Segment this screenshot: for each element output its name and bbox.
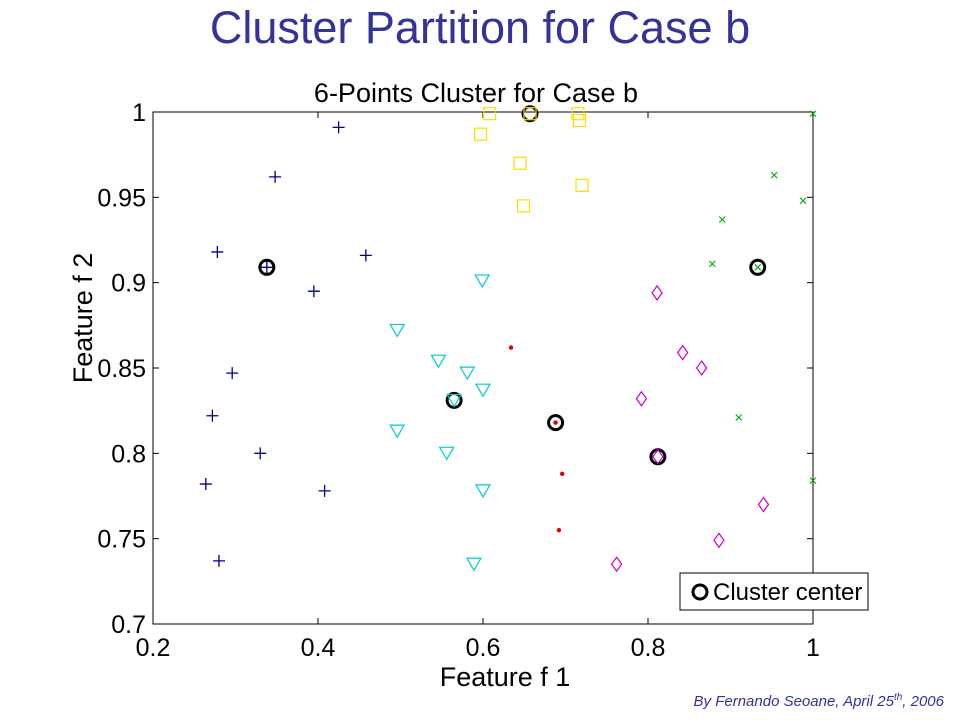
x-tick-label: 0.6	[466, 634, 501, 662]
cluster-center	[547, 414, 565, 432]
x-tick-label: 0.8	[631, 634, 666, 662]
legend-label: Cluster center	[713, 579, 862, 606]
cluster-center-ring	[258, 258, 276, 276]
byline: By Fernando Seoane, April 25th, 2006	[694, 692, 944, 710]
triangle-point	[389, 424, 406, 439]
triangle-point	[474, 274, 491, 289]
plus-point	[211, 245, 224, 258]
triangle-point	[438, 446, 455, 461]
cluster-center	[749, 258, 767, 276]
cluster-center-marker	[260, 261, 273, 274]
x-tick-label: 1	[806, 634, 820, 662]
triangle-point	[430, 354, 447, 369]
x-point	[718, 216, 726, 223]
diamond-point	[757, 496, 770, 513]
legend-box	[679, 572, 869, 611]
plus-point	[254, 447, 267, 460]
x-axis-label: Feature f 1	[440, 662, 571, 692]
triangle-point	[474, 484, 492, 499]
plus-point	[206, 409, 219, 422]
dot-point	[556, 527, 562, 533]
data-points	[199, 107, 817, 573]
triangle-point	[465, 557, 482, 572]
byline-sup: th	[893, 692, 903, 703]
y-tick-label: 0.8	[111, 440, 146, 468]
cluster-center-marker	[553, 420, 558, 425]
plus-point	[226, 367, 239, 380]
x-point	[735, 414, 743, 421]
cluster-center	[445, 391, 463, 409]
x-point	[770, 171, 778, 179]
plus-point	[307, 285, 320, 298]
square-point	[483, 107, 497, 121]
x-point	[799, 197, 807, 205]
cluster-center-marker	[446, 393, 463, 408]
square-point	[513, 156, 527, 170]
x-tick-label: 0.2	[136, 634, 171, 662]
cluster-center-marker	[523, 107, 537, 121]
legend: Cluster center	[679, 572, 869, 611]
cluster-center	[649, 448, 667, 466]
cluster-center-ring	[521, 105, 539, 123]
cluster-center	[258, 258, 276, 276]
cluster-center-marker	[754, 263, 762, 271]
square-point	[572, 113, 587, 128]
diamond-point	[635, 390, 648, 407]
triangle-point	[459, 366, 476, 381]
y-tick-label: 0.9	[111, 270, 146, 298]
x-point	[809, 110, 817, 118]
y-tick-label: 1	[132, 99, 146, 127]
plus-point	[199, 478, 212, 491]
byline-prefix: By Fernando Seoane, April 25	[693, 693, 894, 710]
cluster-center-ring	[749, 258, 767, 276]
diamond-point	[651, 284, 663, 301]
y-tick-label: 0.75	[97, 526, 146, 554]
plus-point	[332, 121, 345, 134]
square-point	[575, 178, 589, 192]
dot-point	[508, 345, 514, 350]
x-tick-label: 0.4	[301, 634, 336, 662]
dot-point	[560, 471, 565, 477]
plus-point	[269, 170, 282, 183]
x-point	[708, 260, 716, 268]
y-tick-label: 0.95	[97, 184, 146, 212]
axis-ticks: 0.2 0.4 0.6 0.8 1 0.7 0.75 0.8 0.85 0.9 0.95 1	[97, 99, 820, 662]
byline-suffix: , 2006	[902, 693, 944, 710]
plot-frame	[152, 111, 814, 625]
cluster-center-ring	[547, 414, 565, 432]
square-point	[571, 107, 585, 121]
legend-center-marker	[691, 583, 709, 601]
square-point	[516, 199, 531, 213]
cluster-center	[521, 105, 539, 123]
plus-point	[359, 249, 372, 262]
triangle-point	[474, 383, 492, 398]
diamond-point	[713, 532, 725, 549]
slide-title: Cluster Partition for Case b	[209, 2, 751, 53]
diamond-point	[676, 344, 689, 361]
diamond-point	[610, 556, 623, 573]
y-axis-label: Feature f 2	[68, 253, 98, 384]
y-tick-label: 0.85	[97, 355, 146, 383]
chart-title: 6-Points Cluster for Case b	[314, 78, 638, 108]
triangle-point	[389, 323, 406, 338]
x-point	[809, 477, 817, 485]
y-tick-label: 0.7	[111, 611, 146, 639]
plus-point	[213, 554, 225, 567]
plus-point	[318, 484, 331, 497]
cluster-centers	[258, 105, 767, 466]
square-point	[473, 127, 488, 141]
diamond-point	[695, 359, 708, 377]
cluster-center-marker	[652, 448, 664, 465]
